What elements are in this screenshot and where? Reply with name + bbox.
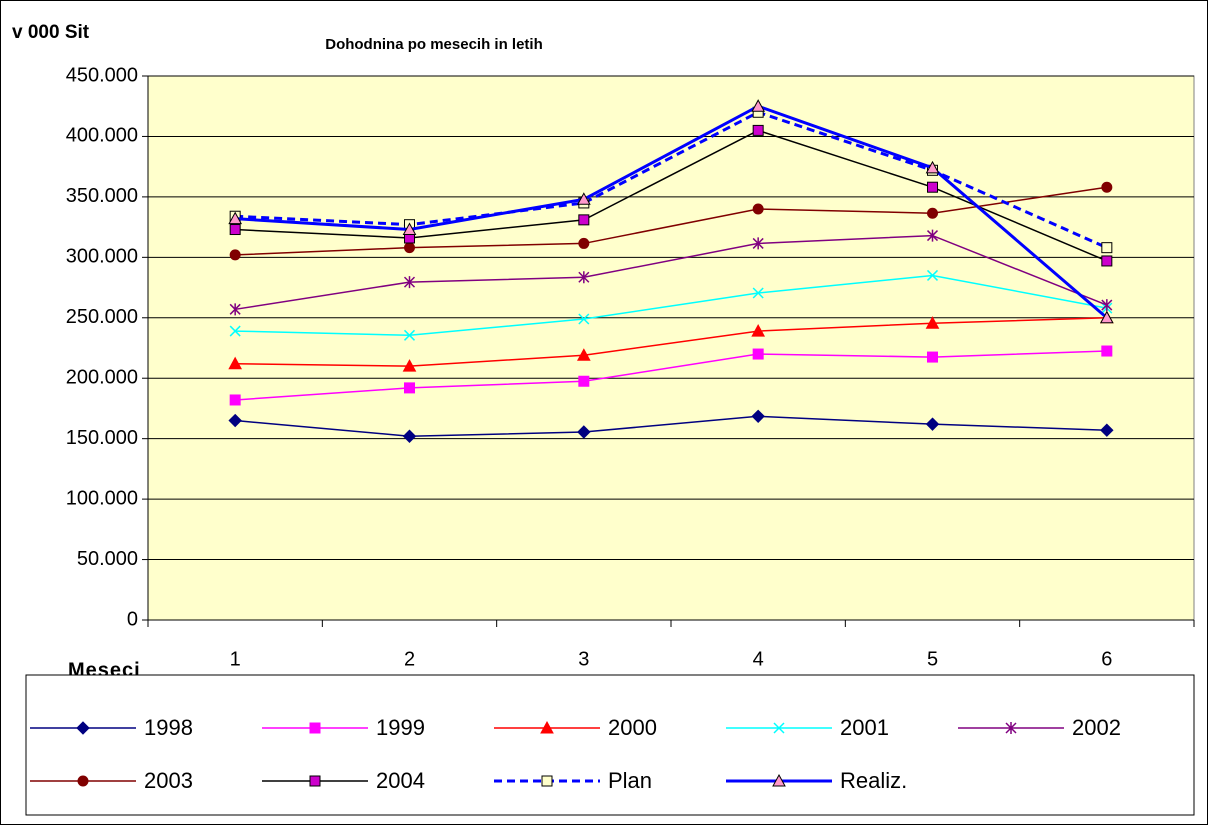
marker bbox=[229, 249, 241, 261]
x-tick-label: 6 bbox=[1101, 648, 1112, 670]
marker bbox=[751, 99, 766, 112]
legend-label: 2000 bbox=[608, 715, 657, 740]
marker bbox=[578, 214, 590, 226]
legend-label: 2001 bbox=[840, 715, 889, 740]
marker bbox=[576, 192, 591, 205]
marker bbox=[925, 417, 940, 431]
y-tick-label: 100.000 bbox=[66, 487, 138, 509]
marker bbox=[925, 160, 940, 174]
y-tick-label: 200.000 bbox=[66, 367, 138, 389]
marker bbox=[229, 303, 241, 316]
series-line bbox=[235, 129, 1108, 262]
marker bbox=[752, 287, 764, 299]
y-tick-label: 0 bbox=[127, 608, 138, 630]
marker bbox=[578, 237, 590, 249]
marker bbox=[403, 276, 416, 289]
x-tick-label: 5 bbox=[927, 648, 938, 670]
marker bbox=[541, 775, 553, 787]
y-tick-label: 350.000 bbox=[66, 185, 138, 207]
legend-label: 2002 bbox=[1072, 715, 1121, 740]
marker bbox=[309, 775, 321, 787]
y-tick-label: 50.000 bbox=[77, 548, 138, 570]
marker bbox=[576, 348, 591, 361]
marker bbox=[77, 775, 89, 787]
marker bbox=[773, 722, 785, 734]
marker bbox=[229, 394, 241, 406]
marker bbox=[1101, 242, 1113, 254]
marker bbox=[751, 324, 766, 337]
marker bbox=[540, 720, 554, 734]
marker bbox=[402, 429, 417, 443]
marker bbox=[1101, 255, 1113, 267]
legend-label: Realiz. bbox=[840, 768, 907, 793]
marker bbox=[752, 203, 764, 215]
marker bbox=[1099, 310, 1114, 324]
marker bbox=[1101, 345, 1113, 357]
x-tick-label: 2 bbox=[404, 648, 415, 670]
marker bbox=[752, 237, 764, 250]
legend-label: 2003 bbox=[144, 768, 193, 793]
series-line bbox=[235, 274, 1107, 337]
marker bbox=[228, 413, 242, 428]
marker bbox=[925, 316, 940, 329]
marker bbox=[772, 773, 786, 787]
marker bbox=[1005, 722, 1017, 734]
x-tick-label: 3 bbox=[578, 648, 589, 670]
marker bbox=[1101, 299, 1113, 312]
x-tick-label: 4 bbox=[753, 648, 764, 670]
marker bbox=[751, 409, 765, 424]
y-tick-label: 450.000 bbox=[66, 64, 138, 86]
legend-label: Plan bbox=[608, 768, 652, 793]
legend bbox=[25, 674, 1195, 816]
marker bbox=[403, 329, 416, 341]
series-line bbox=[235, 234, 1108, 311]
marker bbox=[577, 425, 591, 439]
marker bbox=[926, 229, 939, 242]
marker bbox=[228, 211, 243, 225]
marker bbox=[578, 271, 590, 284]
series-line bbox=[235, 350, 1107, 401]
marker bbox=[229, 325, 241, 337]
plot-area bbox=[147, 75, 1195, 621]
chart-title: Dohodnina po mesecih in letih bbox=[325, 36, 543, 53]
marker bbox=[1101, 181, 1113, 193]
y-tick-label: 150.000 bbox=[66, 427, 138, 449]
marker bbox=[926, 269, 939, 281]
series-line bbox=[235, 186, 1107, 256]
series-line bbox=[235, 110, 1108, 250]
marker bbox=[578, 375, 590, 387]
marker bbox=[228, 356, 243, 370]
marker bbox=[404, 242, 415, 254]
y-tick-label: 400.000 bbox=[66, 125, 138, 147]
marker bbox=[927, 207, 938, 219]
series-line bbox=[235, 317, 1107, 367]
marker bbox=[402, 359, 417, 372]
marker bbox=[404, 382, 415, 394]
y-axis-label: v 000 Sit bbox=[12, 22, 90, 43]
marker bbox=[927, 351, 938, 363]
marker bbox=[309, 722, 321, 734]
marker bbox=[76, 721, 90, 735]
series-line bbox=[235, 104, 1108, 319]
marker bbox=[752, 348, 764, 360]
marker bbox=[229, 224, 241, 236]
y-tick-label: 250.000 bbox=[66, 306, 138, 328]
y-tick-label: 300.000 bbox=[66, 246, 138, 268]
x-tick-label: 1 bbox=[230, 648, 241, 670]
series-line bbox=[235, 415, 1107, 437]
marker bbox=[402, 222, 417, 236]
legend-label: 1998 bbox=[144, 715, 193, 740]
marker bbox=[578, 313, 590, 325]
marker bbox=[752, 124, 764, 136]
legend-label: 2004 bbox=[376, 768, 425, 793]
marker bbox=[927, 181, 938, 193]
legend-label: 1999 bbox=[376, 715, 425, 740]
marker bbox=[1100, 423, 1114, 437]
